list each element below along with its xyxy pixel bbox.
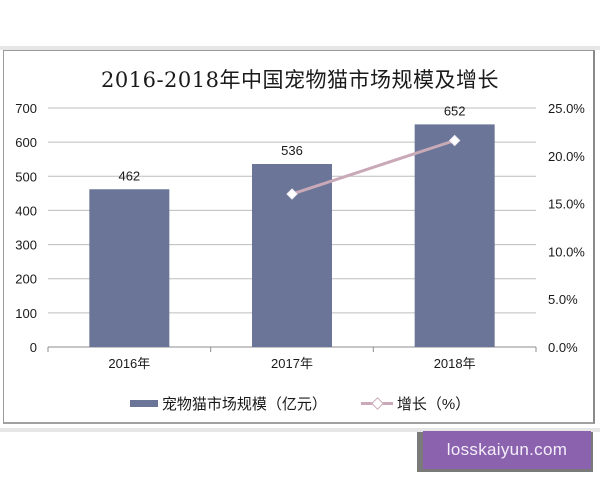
y2-axis-tick-label: 5.0% — [548, 292, 578, 307]
bottom-divider-band — [0, 428, 600, 432]
watermark-badge: losskaiyun.com — [423, 431, 591, 469]
y-axis-tick-label: 600 — [15, 135, 37, 150]
legend-item-growth: 增长（%） — [360, 393, 471, 414]
y2-axis-tick-label: 15.0% — [548, 197, 585, 212]
growth-line — [291, 139, 456, 196]
growth-diamond-marker-icon — [448, 134, 461, 147]
y-axis-tick-label: 300 — [15, 238, 37, 253]
y2-axis-tick-label: 25.0% — [548, 101, 585, 116]
legend-label-growth: 增长（%） — [396, 395, 471, 413]
top-divider-band — [0, 46, 600, 50]
bar-value-label: 462 — [118, 168, 140, 183]
x-axis-tick-label: 2018年 — [434, 356, 476, 371]
bar-value-label: 652 — [444, 103, 466, 118]
y-axis-tick-label: 400 — [15, 203, 37, 218]
y-axis-tick-label: 0 — [30, 340, 37, 355]
chart-legend: 宠物猫市场规模（亿元） 增长（%） — [0, 393, 600, 413]
growth-diamond-marker-icon — [286, 188, 298, 200]
bar-swatch-icon — [129, 399, 158, 407]
bar-market-size — [414, 124, 495, 347]
x-axis-tick-label: 2017年 — [271, 356, 313, 371]
bar-market-size — [89, 189, 170, 347]
y-axis-tick-label: 200 — [15, 272, 37, 287]
y-axis-tick-label: 700 — [15, 101, 37, 116]
y2-axis-tick-label: 20.0% — [548, 149, 585, 164]
line-diamond-swatch-icon — [360, 397, 393, 410]
y2-axis-tick-label: 10.0% — [548, 244, 585, 259]
y-axis-tick-label: 500 — [15, 169, 37, 184]
y-axis-tick-label: 100 — [15, 306, 37, 321]
chart-title: 2016-2018年中国宠物猫市场规模及增长 — [101, 68, 499, 92]
legend-label-market-size: 宠物猫市场规模（亿元） — [161, 395, 327, 413]
legend-item-market-size: 宠物猫市场规模（亿元） — [129, 393, 327, 414]
bar-value-label: 536 — [281, 143, 303, 158]
y2-axis-tick-label: 0.0% — [548, 340, 578, 355]
x-axis-tick-label: 2016年 — [108, 356, 150, 371]
